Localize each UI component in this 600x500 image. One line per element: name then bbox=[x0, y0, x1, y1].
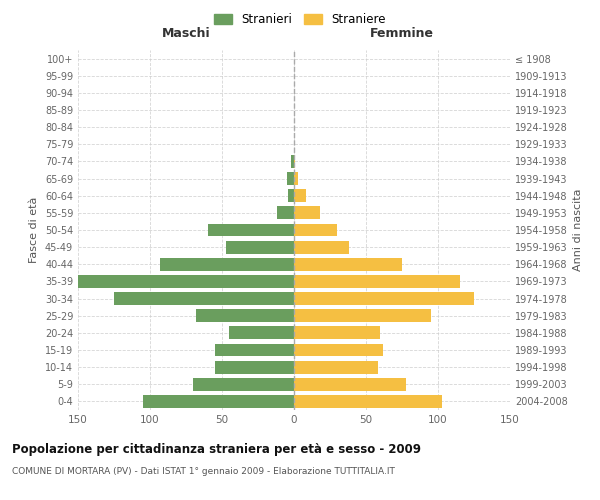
Bar bbox=[294, 344, 383, 356]
Text: Femmine: Femmine bbox=[370, 26, 434, 40]
Legend: Stranieri, Straniere: Stranieri, Straniere bbox=[209, 8, 391, 31]
Bar bbox=[193, 378, 294, 390]
Bar bbox=[143, 395, 294, 408]
Bar bbox=[229, 326, 294, 340]
Bar bbox=[294, 326, 380, 340]
Y-axis label: Anni di nascita: Anni di nascita bbox=[573, 188, 583, 271]
Bar bbox=[288, 190, 294, 202]
Bar bbox=[294, 275, 460, 288]
Bar bbox=[294, 258, 402, 270]
Bar bbox=[294, 378, 406, 390]
Bar bbox=[294, 190, 305, 202]
Bar bbox=[226, 240, 294, 254]
Bar bbox=[196, 310, 294, 322]
Bar bbox=[294, 360, 377, 374]
Bar bbox=[294, 310, 431, 322]
Bar bbox=[294, 240, 349, 254]
Bar bbox=[287, 172, 294, 185]
Bar bbox=[294, 224, 337, 236]
Bar bbox=[208, 224, 294, 236]
Bar bbox=[294, 206, 320, 220]
Text: Popolazione per cittadinanza straniera per età e sesso - 2009: Popolazione per cittadinanza straniera p… bbox=[12, 442, 421, 456]
Bar bbox=[291, 155, 294, 168]
Bar bbox=[114, 292, 294, 305]
Bar bbox=[294, 395, 442, 408]
Text: Maschi: Maschi bbox=[161, 26, 211, 40]
Bar bbox=[78, 275, 294, 288]
Bar bbox=[277, 206, 294, 220]
Bar bbox=[160, 258, 294, 270]
Bar bbox=[294, 292, 474, 305]
Text: COMUNE DI MORTARA (PV) - Dati ISTAT 1° gennaio 2009 - Elaborazione TUTTITALIA.IT: COMUNE DI MORTARA (PV) - Dati ISTAT 1° g… bbox=[12, 468, 395, 476]
Bar bbox=[215, 344, 294, 356]
Bar bbox=[215, 360, 294, 374]
Bar bbox=[294, 155, 295, 168]
Bar bbox=[294, 172, 298, 185]
Y-axis label: Fasce di età: Fasce di età bbox=[29, 197, 39, 263]
